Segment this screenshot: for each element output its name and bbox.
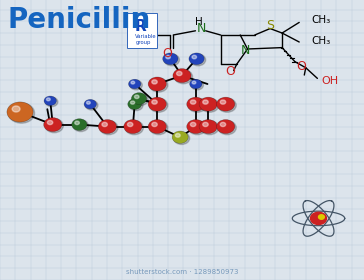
Circle shape bbox=[124, 120, 142, 134]
Circle shape bbox=[130, 80, 142, 90]
Circle shape bbox=[47, 120, 53, 125]
Circle shape bbox=[201, 98, 219, 112]
Text: O: O bbox=[225, 65, 235, 78]
Text: Penicillin: Penicillin bbox=[7, 6, 151, 34]
Text: CH₃: CH₃ bbox=[311, 15, 331, 25]
Circle shape bbox=[45, 119, 63, 133]
Circle shape bbox=[217, 120, 235, 134]
Circle shape bbox=[203, 100, 208, 104]
Circle shape bbox=[175, 134, 180, 137]
Circle shape bbox=[150, 121, 168, 135]
Circle shape bbox=[73, 120, 88, 132]
Circle shape bbox=[174, 70, 193, 84]
Text: O: O bbox=[162, 47, 173, 60]
Circle shape bbox=[191, 80, 203, 90]
Circle shape bbox=[8, 103, 35, 123]
Circle shape bbox=[217, 97, 235, 111]
Circle shape bbox=[172, 131, 188, 143]
Text: CH₃: CH₃ bbox=[311, 36, 331, 46]
Circle shape bbox=[148, 120, 166, 134]
Circle shape bbox=[166, 55, 170, 59]
Text: shutterstock.com · 1289850973: shutterstock.com · 1289850973 bbox=[126, 269, 238, 275]
Circle shape bbox=[46, 97, 58, 107]
Text: S: S bbox=[266, 19, 274, 32]
Circle shape bbox=[128, 99, 142, 109]
Circle shape bbox=[102, 122, 107, 127]
Circle shape bbox=[190, 100, 196, 104]
Circle shape bbox=[152, 100, 157, 104]
Circle shape bbox=[188, 98, 206, 112]
Circle shape bbox=[199, 97, 217, 111]
Text: N: N bbox=[197, 22, 206, 35]
Circle shape bbox=[127, 122, 133, 127]
Circle shape bbox=[125, 121, 143, 135]
Circle shape bbox=[174, 132, 190, 144]
Text: OH: OH bbox=[321, 76, 338, 86]
Circle shape bbox=[47, 98, 50, 101]
Circle shape bbox=[192, 55, 197, 59]
Circle shape bbox=[75, 121, 79, 125]
Circle shape bbox=[192, 81, 196, 84]
Circle shape bbox=[72, 119, 87, 130]
Circle shape bbox=[84, 99, 96, 109]
Circle shape bbox=[188, 121, 206, 135]
Circle shape bbox=[220, 122, 226, 127]
Circle shape bbox=[131, 93, 147, 104]
Circle shape bbox=[44, 118, 62, 132]
Circle shape bbox=[164, 54, 179, 66]
Circle shape bbox=[201, 121, 219, 135]
Circle shape bbox=[190, 54, 206, 66]
Circle shape bbox=[152, 80, 157, 84]
Circle shape bbox=[218, 121, 236, 135]
Circle shape bbox=[218, 98, 236, 112]
FancyBboxPatch shape bbox=[127, 13, 157, 48]
Circle shape bbox=[100, 121, 118, 135]
Circle shape bbox=[131, 81, 135, 84]
Circle shape bbox=[190, 79, 202, 89]
Circle shape bbox=[177, 71, 182, 76]
Circle shape bbox=[173, 69, 191, 83]
Circle shape bbox=[12, 106, 20, 112]
Circle shape bbox=[318, 215, 324, 219]
Circle shape bbox=[44, 96, 56, 106]
Circle shape bbox=[220, 100, 226, 104]
Circle shape bbox=[128, 79, 141, 89]
Circle shape bbox=[148, 97, 166, 111]
Circle shape bbox=[150, 78, 168, 92]
Circle shape bbox=[133, 94, 148, 106]
Circle shape bbox=[310, 212, 327, 225]
Circle shape bbox=[187, 120, 205, 134]
Circle shape bbox=[98, 120, 116, 134]
Circle shape bbox=[152, 122, 157, 127]
Circle shape bbox=[150, 98, 168, 112]
Circle shape bbox=[203, 122, 208, 127]
Text: Variable
group: Variable group bbox=[135, 34, 157, 45]
Circle shape bbox=[187, 97, 205, 111]
Circle shape bbox=[199, 120, 217, 134]
Text: H: H bbox=[194, 17, 202, 27]
Circle shape bbox=[86, 101, 98, 110]
Circle shape bbox=[87, 101, 90, 104]
Circle shape bbox=[163, 53, 178, 65]
Circle shape bbox=[190, 122, 196, 127]
Text: R: R bbox=[135, 19, 146, 34]
Circle shape bbox=[131, 101, 135, 104]
Circle shape bbox=[189, 53, 204, 65]
Circle shape bbox=[134, 95, 139, 99]
Circle shape bbox=[7, 102, 33, 122]
Text: O: O bbox=[296, 60, 306, 73]
Text: N: N bbox=[240, 44, 250, 57]
Circle shape bbox=[148, 77, 166, 91]
Circle shape bbox=[129, 100, 143, 111]
